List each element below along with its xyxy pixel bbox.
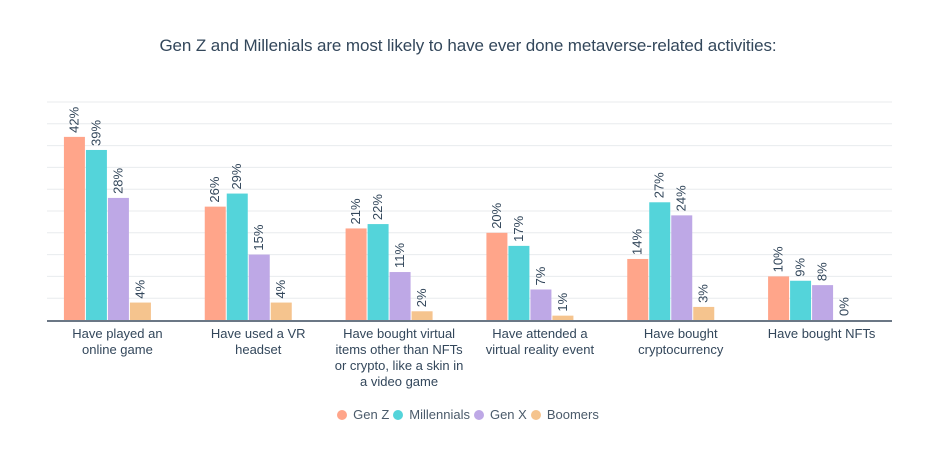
value-label: 27% [652,172,667,198]
value-label: 4% [132,279,147,298]
category-label: Have used a VR headset [211,326,306,357]
value-label: 3% [696,284,711,303]
value-label: 2% [414,288,429,307]
bar-millennials [226,193,248,320]
bar-millennials [790,280,812,320]
value-label: 15% [251,224,266,250]
value-label: 1% [555,292,570,311]
value-label: 29% [229,163,244,189]
bar-gen-x [389,272,411,320]
bar-gen-z [768,276,790,320]
value-label: 24% [674,185,689,211]
category-label: Have bought virtual items other than NFTs… [335,326,464,389]
legend-dot-icon [530,409,541,420]
bar-chart: 42% 39% 28% 4% 26% 29% 15% 4% 21% 22% 11% 2% 20% 17% 7… [47,101,892,389]
bar-millennials [508,245,530,320]
gridlines [47,101,892,299]
bar-millennials [649,202,671,320]
bar-gen-z [345,228,367,320]
value-label: 7% [533,266,548,285]
legend-dot-icon [393,409,404,420]
bars [63,136,834,320]
legend-item-millennials[interactable]: Millennials [393,407,470,422]
value-labels: 42% 39% 28% 4% 26% 29% 15% 4% 21% 22% 11% 2% 20% 17% 7… [66,106,851,316]
bar-boomers [129,302,151,320]
legend-label: Gen Z [353,407,390,422]
value-label: 28% [110,167,125,193]
legend-dot-icon [473,409,484,420]
value-label: 22% [370,194,385,220]
category-labels: Have played an online game Have used a VR h… [72,326,876,389]
value-label: 8% [815,262,830,281]
category-label: Have bought cryptocurrency [638,326,724,357]
legend-item-boomers[interactable]: Boomers [530,407,599,422]
bar-boomers [411,311,433,320]
value-label: 39% [88,120,103,146]
value-label: 17% [511,215,526,241]
chart-title: Gen Z and Millenials are most likely to … [159,36,777,55]
bar-millennials [85,149,107,320]
bar-gen-x [530,289,552,320]
category-label: Have bought NFTs [768,326,876,341]
bar-boomers [552,315,574,320]
value-label: 4% [273,279,288,298]
category-label: Have attended a virtual reality event [486,326,595,357]
value-label: 42% [66,106,81,132]
value-label: 20% [489,202,504,228]
legend-label: Boomers [546,407,599,422]
legend-item-gen-x[interactable]: Gen X [473,407,527,422]
value-label: 0% [837,297,852,316]
legend-item-gen-z[interactable]: Gen Z [337,407,389,422]
value-label: 26% [207,176,222,202]
bar-gen-z [204,206,226,320]
bar-gen-z [63,136,85,320]
value-label: 10% [771,246,786,272]
category-label: Have played an online game [72,326,162,357]
bar-gen-z [627,258,649,320]
value-label: 9% [793,258,808,277]
bar-millennials [367,224,389,320]
legend-label: Millennials [409,407,470,422]
value-label: 11% [392,243,407,268]
bar-gen-x [107,197,129,320]
legend: Gen Z Millennials Gen X Boomers [0,407,936,423]
bar-boomers [693,306,715,320]
bar-gen-x [248,254,270,320]
value-label: 14% [630,229,645,255]
legend-label: Gen X [489,407,527,422]
bar-gen-x [671,215,693,320]
bar-gen-z [486,232,508,320]
legend-dot-icon [337,409,348,420]
value-label: 21% [348,198,363,224]
bar-gen-x [812,285,834,320]
bar-boomers [270,302,292,320]
